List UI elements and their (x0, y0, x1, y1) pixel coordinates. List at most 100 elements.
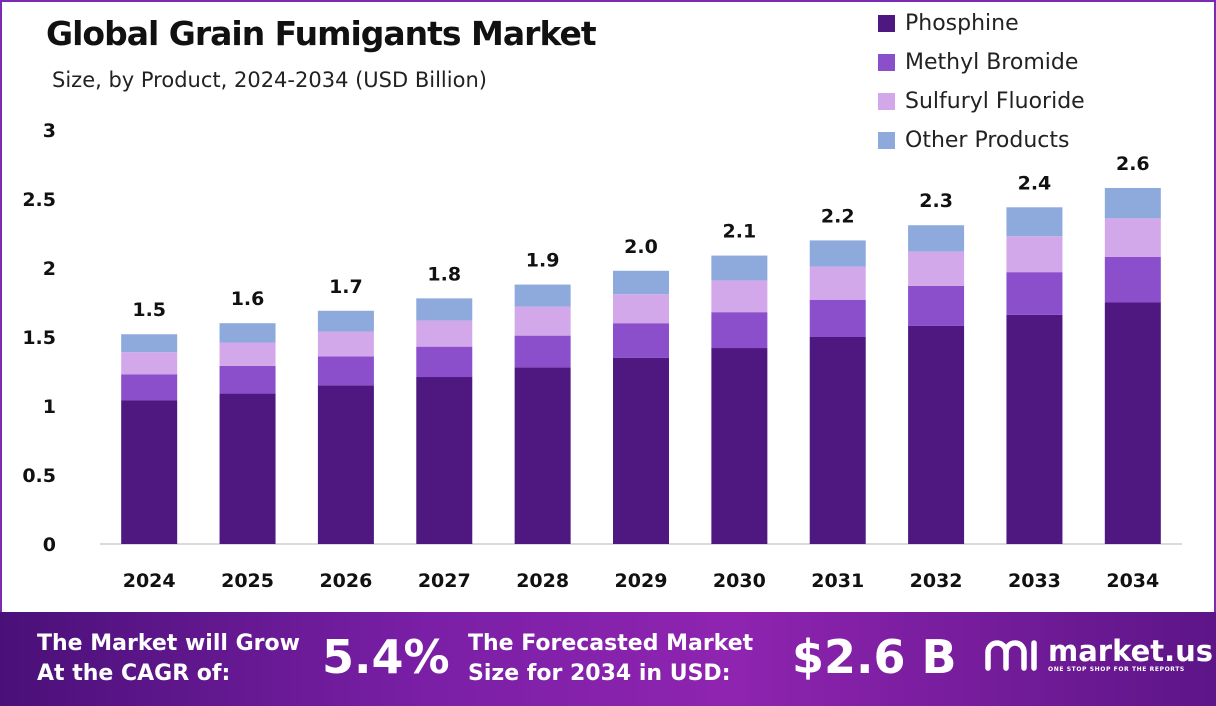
bar-segment-methyl-bromide (219, 365, 276, 394)
brand-name: market.us (1048, 633, 1214, 668)
stacked-bar-chart: 0 0.5 1 1.5 2 2.5 3 1.5 2024 1.6 2025 1.7 2026 1.8 202… (22, 120, 1182, 592)
bar-segment-sulfuryl-fluoride (809, 266, 866, 300)
x-tick-label: 2024 (123, 570, 176, 592)
bar-segment-sulfuryl-fluoride (1006, 236, 1063, 273)
cagr-caption: The Market will Grow At the CAGR of: (37, 629, 300, 689)
bar-segment-sulfuryl-fluoride (416, 320, 473, 347)
bar-segment-phosphine (514, 367, 571, 544)
x-tick-label: 2028 (516, 570, 569, 592)
legend-item-phosphine: Phosphine (878, 4, 1085, 43)
x-tick-label: 2025 (221, 570, 274, 592)
y-tick-label: 0.5 (22, 465, 56, 487)
x-tick-label: 2034 (1106, 570, 1159, 592)
legend-item-methyl-bromide: Methyl Bromide (878, 43, 1085, 82)
cagr-caption-line-1: The Market will Grow (37, 631, 300, 656)
y-tick-label: 3 (43, 120, 56, 142)
bar-segment-other-products (1006, 207, 1063, 237)
legend-label-sulfuryl-fluoride: Sulfuryl Fluoride (905, 89, 1085, 114)
cagr-value: 5.4% (322, 630, 450, 684)
bar-segment-other-products (317, 310, 374, 332)
chart-subtitle: Size, by Product, 2024-2034 (USD Billion… (52, 68, 487, 92)
bar-total-label: 1.6 (231, 288, 265, 310)
bar-segment-phosphine (1006, 314, 1063, 544)
bar-total-label: 2.0 (624, 236, 658, 258)
bar-segment-other-products (219, 323, 276, 343)
bar-segment-methyl-bromide (121, 374, 178, 401)
legend-label-other-products: Other Products (905, 128, 1070, 153)
legend-label-phosphine: Phosphine (905, 11, 1019, 36)
bar-segment-other-products (416, 298, 473, 321)
cagr-caption-line-2: At the CAGR of: (37, 661, 231, 686)
x-tick-label: 2029 (615, 570, 668, 592)
bar-total-label: 2.6 (1116, 153, 1150, 175)
bar-segment-other-products (121, 334, 178, 353)
bar-segment-phosphine (613, 357, 669, 544)
forecast-value: $2.6 B (792, 630, 957, 684)
legend-swatch-phosphine (878, 15, 895, 32)
bar-segment-sulfuryl-fluoride (514, 306, 571, 336)
bar-segment-phosphine (416, 377, 473, 544)
bar-segment-methyl-bromide (514, 335, 571, 368)
bar-segment-methyl-bromide (416, 346, 473, 378)
bar-total-label: 2.3 (919, 190, 953, 212)
bar-segment-sulfuryl-fluoride (121, 352, 178, 375)
bar-segment-phosphine (809, 337, 866, 544)
bar-segment-other-products (809, 240, 866, 267)
bar-segment-phosphine (711, 348, 768, 544)
y-tick-label: 1.5 (22, 327, 56, 349)
bar-segment-methyl-bromide (613, 323, 669, 358)
bar-segment-other-products (1104, 187, 1161, 219)
y-tick-label: 2.5 (22, 189, 56, 211)
legend-item-other-products: Other Products (878, 121, 1085, 160)
bar-total-label: 1.7 (329, 276, 363, 298)
forecast-caption-line-1: The Forecasted Market (468, 631, 754, 656)
summary-banner: The Market will Grow At the CAGR of: 5.4… (0, 612, 1216, 706)
x-tick-label: 2027 (418, 570, 471, 592)
brand-tagline: ONE STOP SHOP FOR THE REPORTS (1048, 665, 1185, 673)
legend-swatch-sulfuryl-fluoride (878, 93, 895, 110)
y-tick-label: 0 (43, 534, 56, 556)
x-tick-label: 2026 (319, 570, 372, 592)
bar-segment-phosphine (121, 400, 178, 544)
y-tick-label: 2 (43, 258, 56, 280)
bar-segment-sulfuryl-fluoride (711, 280, 768, 313)
bar-segment-other-products (908, 225, 965, 252)
bar-segment-methyl-bromide (1104, 256, 1161, 303)
bar-segment-sulfuryl-fluoride (317, 331, 374, 357)
brand-logo: market.us ONE STOP SHOP FOR THE REPORTS (984, 634, 1213, 674)
bar-total-label: 1.8 (427, 263, 461, 285)
legend: Phosphine Methyl Bromide Sulfuryl Fluori… (878, 4, 1085, 160)
bar-segment-phosphine (317, 385, 374, 544)
bar-total-label: 1.9 (526, 250, 560, 272)
bar-segment-sulfuryl-fluoride (908, 251, 965, 286)
bar-segment-phosphine (908, 325, 965, 544)
bar-total-label: 2.1 (723, 221, 757, 243)
bar-total-label: 2.4 (1018, 172, 1052, 194)
market-us-logo-icon (985, 640, 1037, 671)
bar-segment-other-products (711, 255, 768, 281)
forecast-caption: The Forecasted Market Size for 2034 in U… (468, 629, 753, 689)
chart-title: Global Grain Fumigants Market (46, 14, 597, 53)
x-tick-label: 2031 (811, 570, 864, 592)
bar-total-label: 2.2 (821, 205, 855, 227)
bar-segment-sulfuryl-fluoride (613, 294, 669, 324)
bar-segment-methyl-bromide (809, 299, 866, 337)
bar-segment-phosphine (1104, 302, 1161, 544)
legend-item-sulfuryl-fluoride: Sulfuryl Fluoride (878, 82, 1085, 121)
legend-label-methyl-bromide: Methyl Bromide (905, 50, 1079, 75)
forecast-caption-line-2: Size for 2034 in USD: (468, 661, 731, 686)
bar-segment-methyl-bromide (711, 312, 768, 349)
bar-total-label: 1.5 (132, 299, 166, 321)
y-tick-label: 1 (43, 396, 56, 418)
bar-segment-other-products (613, 270, 669, 295)
bar-segment-sulfuryl-fluoride (1104, 218, 1161, 257)
bar-segment-methyl-bromide (908, 285, 965, 326)
legend-swatch-other-products (878, 132, 895, 149)
bar-segment-phosphine (219, 393, 276, 544)
x-tick-label: 2033 (1008, 570, 1061, 592)
bar-segment-methyl-bromide (1006, 272, 1063, 315)
legend-swatch-methyl-bromide (878, 54, 895, 71)
bar-segment-methyl-bromide (317, 356, 374, 386)
bar-segment-other-products (514, 284, 571, 307)
